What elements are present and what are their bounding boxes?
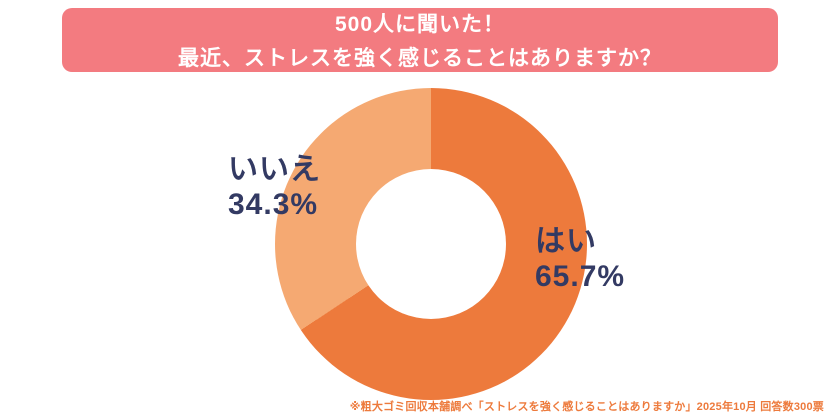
label-yes-name: はい <box>535 225 597 258</box>
label-no-name: いいえ <box>228 153 321 186</box>
title-line-2: 最近、ストレスを強く感じることはありますか？ <box>178 47 662 70</box>
label-no: いいえ 34.3% <box>228 153 321 222</box>
donut-hole <box>356 169 506 319</box>
label-yes: はい 65.7% <box>535 225 625 294</box>
title-banner: 500人に聞いた！ 最近、ストレスを強く感じることはありますか？ <box>62 8 778 72</box>
label-yes-value: 65.7% <box>535 259 626 293</box>
title-line-1: 500人に聞いた！ <box>334 13 506 36</box>
label-no-value: 34.3% <box>228 187 319 221</box>
donut-chart <box>275 88 587 400</box>
source-note: ※粗大ゴミ回収本舗調べ「ストレスを強く感じることはありますか」2025年10月 … <box>349 401 824 413</box>
